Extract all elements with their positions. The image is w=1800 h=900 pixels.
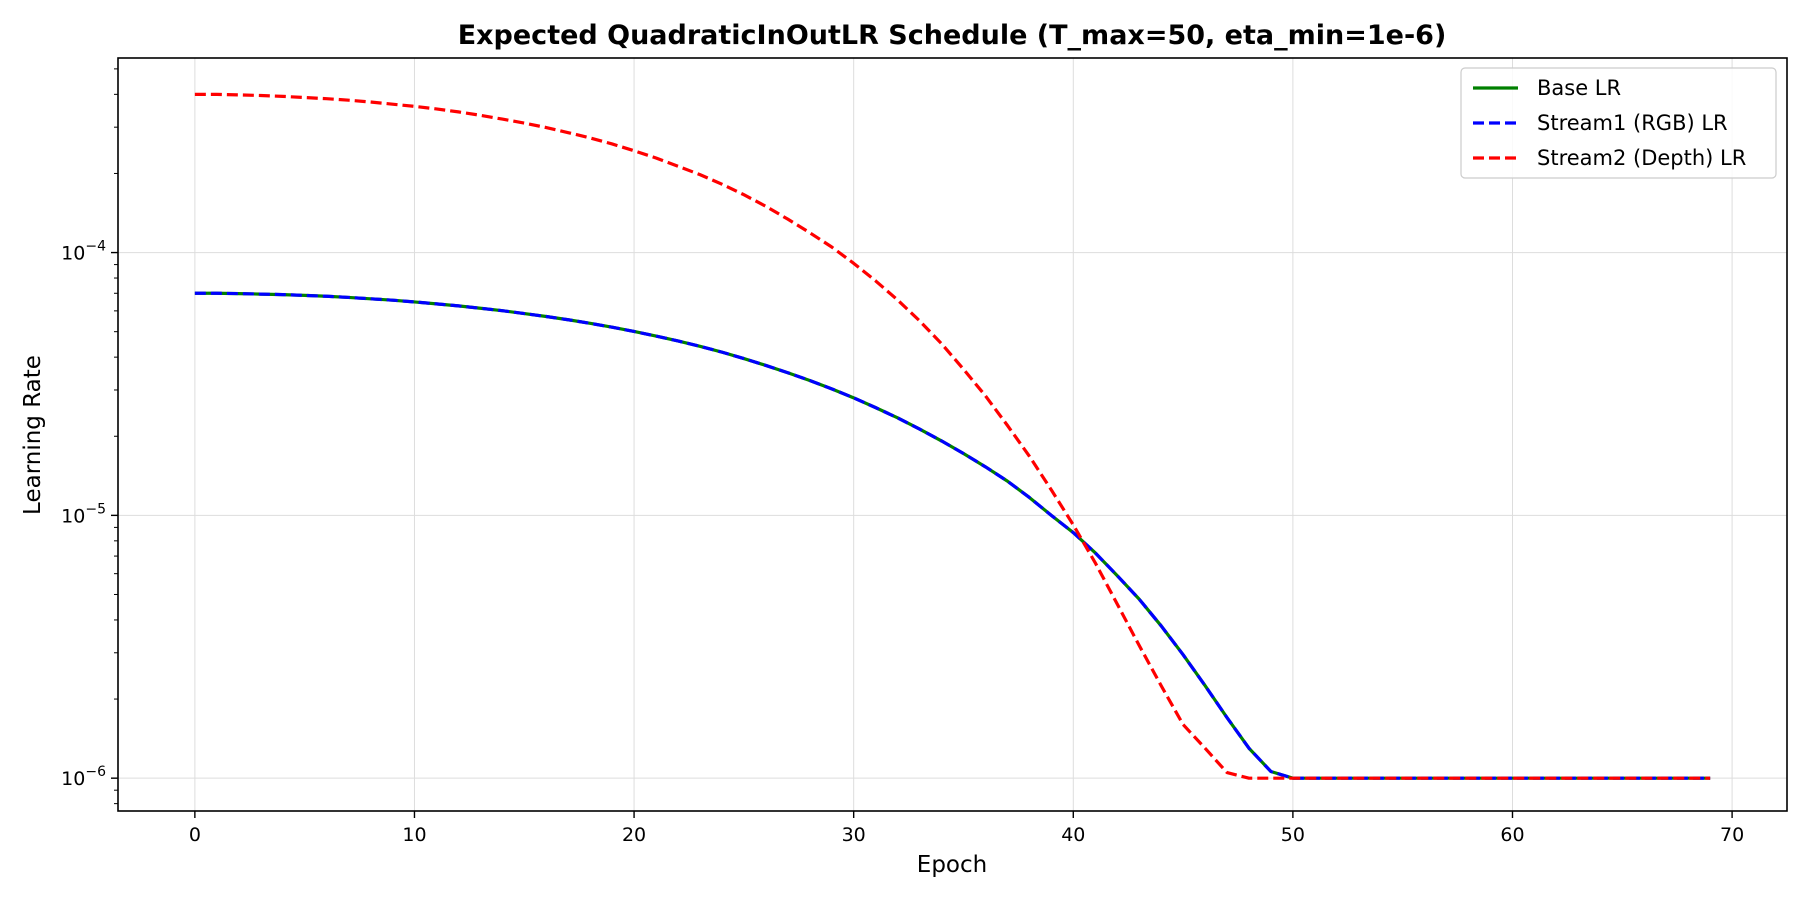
plot-area-frame (117, 57, 1788, 812)
legend: Base LR Stream1 (RGB) LR Stream2 (Depth) L… (1460, 67, 1777, 179)
chart-title: Expected QuadraticInOutLR Schedule (T_ma… (458, 20, 1447, 51)
x-tick-label: 0 (189, 824, 201, 846)
grid (118, 58, 1787, 811)
y-tick-label: 10−6 (61, 764, 106, 790)
x-tick-label: 30 (842, 824, 866, 846)
y-axis-ticks: 10−6 10−5 10−4 (61, 68, 118, 805)
x-tick-label: 60 (1500, 824, 1524, 846)
legend-label-1: Base LR (1537, 76, 1621, 100)
x-tick-label: 10 (402, 824, 426, 846)
x-tick-label: 20 (622, 824, 646, 846)
legend-label-2: Stream1 (RGB) LR (1537, 111, 1728, 135)
y-tick-label: 10−4 (61, 239, 106, 265)
y-axis-label: Learning Rate (20, 355, 46, 515)
x-axis-label: Epoch (917, 852, 987, 878)
legend-label-3: Stream2 (Depth) LR (1537, 146, 1746, 170)
x-axis-ticks: 0 10 20 30 40 50 60 70 (189, 811, 1744, 846)
legend-box (1460, 67, 1777, 179)
x-tick-label: 50 (1281, 824, 1305, 846)
series-lines (194, 92, 1711, 780)
series-line-3 (194, 92, 1711, 780)
x-tick-label: 70 (1720, 824, 1744, 846)
x-tick-label: 40 (1061, 824, 1085, 846)
y-tick-label: 10−5 (61, 501, 106, 527)
